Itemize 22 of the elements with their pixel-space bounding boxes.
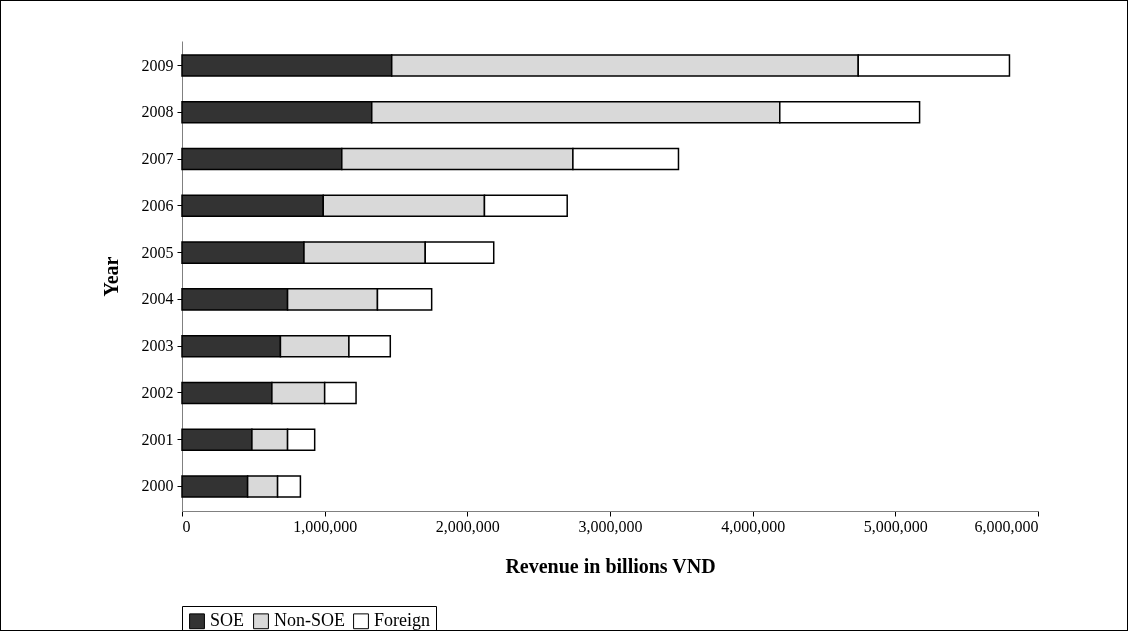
y-tick-label: 2007 (141, 150, 174, 168)
x-tick-label: 0 (182, 517, 191, 535)
y-tick-label: 2001 (141, 430, 174, 448)
x-tick-label: 5,000,000 (863, 517, 928, 535)
y-tick-label: 2006 (141, 196, 174, 214)
y-axis-title: Year (99, 256, 122, 297)
y-tick-label: 2003 (141, 337, 174, 355)
x-tick-label: 2,000,000 (435, 517, 500, 535)
y-tick-label: 2009 (141, 56, 174, 74)
y-tick-label: 2005 (141, 243, 174, 261)
x-tick-label: 4,000,000 (721, 517, 786, 535)
x-tick-label: 3,000,000 (578, 517, 643, 535)
legend-label: SOE (210, 610, 245, 631)
legend-label: Non-SOE (274, 610, 345, 631)
y-tick-label: 2008 (141, 103, 174, 121)
x-axis-title: Revenue in billions VND (505, 554, 716, 577)
x-tick-label: 6,000,000 (974, 517, 1039, 535)
legend-label: Foreign (374, 610, 430, 631)
y-tick-label: 2002 (141, 383, 174, 401)
y-tick-label: 2000 (141, 477, 174, 495)
x-tick-label: 1,000,000 (293, 517, 358, 535)
y-tick-label: 2004 (141, 290, 174, 308)
